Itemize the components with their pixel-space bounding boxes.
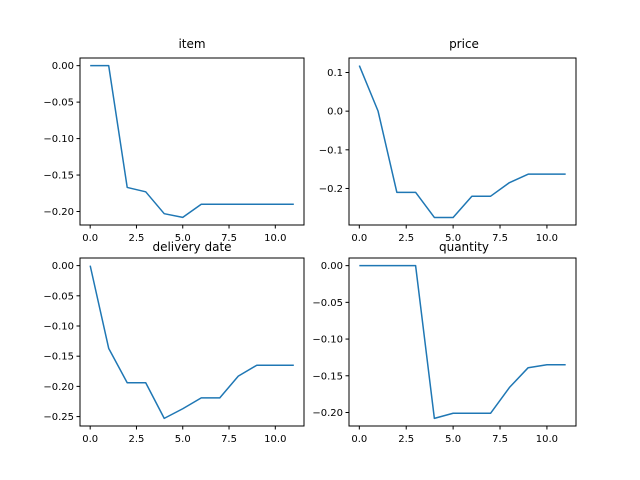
y-tick-label-delivery-date: 0.00 bbox=[52, 261, 74, 272]
subplot-delivery-date: 0.0 2.5 5.0 7.5 10.0 0.00 −0.05 −0.10 −0.15 −0.20… bbox=[43, 240, 305, 445]
x-tick-label-delivery-date: 2.5 bbox=[129, 434, 145, 445]
chart-title-price: price bbox=[449, 37, 479, 51]
y-tick-label-item: −0.15 bbox=[43, 171, 74, 182]
axes-frame-delivery-date bbox=[79, 257, 305, 427]
y-tick-label-delivery-date: −0.10 bbox=[43, 321, 74, 332]
series-line-item bbox=[90, 64, 294, 219]
y-tick-label-item: −0.10 bbox=[43, 134, 74, 145]
x-tick-label-quantity: 7.5 bbox=[492, 434, 508, 445]
series-line-quantity bbox=[359, 264, 566, 420]
axes-frame-item bbox=[79, 57, 305, 226]
y-tick-label-delivery-date: −0.25 bbox=[43, 412, 74, 423]
y-tick-label-quantity: 0.00 bbox=[321, 261, 343, 272]
subplot-item: 0.0 2.5 5.0 7.5 10.0 0.00 −0.05 −0.10 −0.15 −0.20… bbox=[43, 37, 305, 244]
x-tick-label-price: 0.0 bbox=[351, 233, 367, 244]
y-tick-label-delivery-date: −0.05 bbox=[43, 291, 74, 302]
y-tick-label-delivery-date: −0.15 bbox=[43, 352, 74, 363]
axes-frame-price bbox=[348, 57, 577, 226]
x-tick-label-price: 5.0 bbox=[445, 233, 461, 244]
chart-title-quantity: quantity bbox=[439, 240, 489, 254]
y-tick-label-quantity: −0.15 bbox=[312, 371, 343, 382]
x-tick-label-delivery-date: 7.5 bbox=[221, 434, 237, 445]
x-tick-label-price: 7.5 bbox=[492, 233, 508, 244]
y-tick-label-price: −0.1 bbox=[319, 145, 343, 156]
x-tick-label-item: 2.5 bbox=[129, 233, 145, 244]
x-tick-label-item: 7.5 bbox=[221, 233, 237, 244]
y-tick-label-item: 0.00 bbox=[52, 61, 74, 72]
series-line-price bbox=[358, 65, 566, 219]
x-tick-label-quantity: 2.5 bbox=[398, 434, 414, 445]
series-line-delivery-date bbox=[89, 265, 294, 420]
x-tick-label-delivery-date: 5.0 bbox=[175, 434, 191, 445]
y-tick-label-quantity: −0.20 bbox=[312, 408, 343, 419]
x-tick-label-delivery-date: 10.0 bbox=[264, 434, 286, 445]
x-tick-label-item: 5.0 bbox=[175, 233, 191, 244]
x-tick-label-quantity: 0.0 bbox=[351, 434, 367, 445]
chart-title-item: item bbox=[178, 37, 205, 51]
y-tick-label-delivery-date: −0.20 bbox=[43, 382, 74, 393]
x-tick-label-item: 0.0 bbox=[82, 233, 98, 244]
y-tick-label-price: 0.0 bbox=[327, 107, 343, 118]
subplot-quantity: 0.0 2.5 5.0 7.5 10.0 0.00 −0.05 −0.10 −0.15 −0.20… bbox=[312, 240, 577, 445]
x-tick-label-quantity: 5.0 bbox=[445, 434, 461, 445]
axes-frame-quantity bbox=[348, 257, 577, 427]
y-tick-label-quantity: −0.10 bbox=[312, 335, 343, 346]
y-tick-label-item: −0.05 bbox=[43, 98, 74, 109]
y-tick-label-item: −0.20 bbox=[43, 207, 74, 218]
y-tick-label-price: 0.1 bbox=[327, 68, 343, 79]
subplot-price: 0.0 2.5 5.0 7.5 10.0 0.1 0.0 −0.1 −0.2 price bbox=[319, 37, 577, 244]
x-tick-label-quantity: 10.0 bbox=[536, 434, 558, 445]
x-tick-label-price: 2.5 bbox=[398, 233, 414, 244]
chart-title-delivery-date: delivery date bbox=[152, 240, 231, 254]
y-tick-label-price: −0.2 bbox=[319, 184, 343, 195]
x-tick-label-item: 10.0 bbox=[264, 233, 286, 244]
x-tick-label-price: 10.0 bbox=[536, 233, 558, 244]
x-tick-label-delivery-date: 0.0 bbox=[82, 434, 98, 445]
y-tick-label-quantity: −0.05 bbox=[312, 298, 343, 309]
